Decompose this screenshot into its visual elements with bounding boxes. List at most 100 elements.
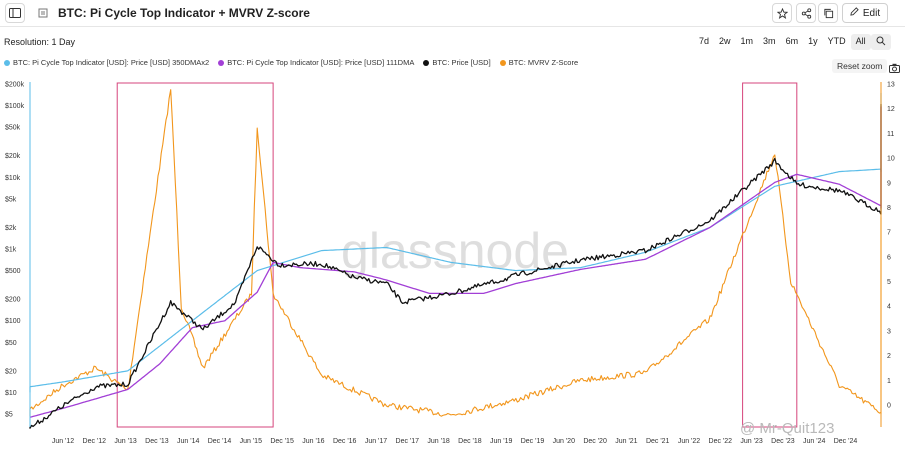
y-right-tick-label: 10 — [887, 156, 895, 163]
x-tick-label: Jun '16 — [302, 438, 324, 445]
y-left-tick-label: $100 — [5, 318, 21, 325]
resolution-select[interactable]: Resolution: 1 Day — [4, 37, 76, 47]
x-tick-label: Jun '15 — [240, 438, 262, 445]
y-left-tick-label: $10k — [5, 175, 21, 182]
x-tick-label: Jun '13 — [114, 438, 136, 445]
x-tick-label: Jun '12 — [52, 438, 74, 445]
legend-dot — [4, 59, 10, 66]
y-left-tick-label: $10 — [5, 390, 17, 397]
y-right-tick-label: 3 — [887, 328, 891, 335]
range-1m[interactable]: 1m — [740, 36, 754, 46]
edit-button[interactable]: Edit — [842, 3, 888, 23]
series-line-111dma — [29, 106, 882, 418]
x-tick-label: Dec '13 — [145, 438, 169, 445]
x-tick-label: Jun '22 — [678, 438, 700, 445]
legend-label: BTC: MVRV Z-Score — [508, 58, 579, 67]
y-right-tick-label: 2 — [887, 353, 891, 360]
y-left-tick-label: $20 — [5, 368, 17, 375]
legend-dot — [423, 59, 430, 66]
x-tick-label: Dec '23 — [771, 438, 795, 445]
sidebar-toggle-icon[interactable] — [5, 3, 25, 23]
pencil-icon — [850, 7, 859, 19]
copy-icon[interactable] — [818, 3, 838, 23]
range-7d[interactable]: 7d — [699, 36, 710, 46]
y-left-tick-label: $2k — [5, 225, 17, 232]
x-tick-label: Dec '18 — [458, 438, 482, 445]
share-icon[interactable] — [796, 3, 816, 23]
highlight-box-2 — [742, 82, 798, 428]
y-left-tick-label: $5k — [5, 196, 17, 203]
favorite-star-icon[interactable] — [772, 3, 792, 23]
reset-zoom-button[interactable]: Reset zoom — [832, 59, 888, 73]
top-bar: BTC: Pi Cycle Top Indicator + MVRV Z-sco… — [0, 0, 905, 27]
legend-item-mvrv[interactable]: BTC: MVRV Z-Score — [499, 58, 579, 67]
chart-legend: BTC: Pi Cycle Top Indicator [USD]: Price… — [4, 58, 578, 67]
x-tick-label: Dec '12 — [83, 438, 107, 445]
zoom-select-icon[interactable] — [870, 34, 891, 50]
legend-item-111dma[interactable]: BTC: Pi Cycle Top Indicator [USD]: Price… — [218, 58, 414, 67]
highlight-box-1 — [116, 82, 274, 428]
legend-label: BTC: Pi Cycle Top Indicator [USD]: Price… — [13, 58, 210, 67]
range-6m[interactable]: 6m — [785, 36, 799, 46]
range-ytd[interactable]: YTD — [827, 36, 846, 46]
x-tick-label: Jun '24 — [803, 438, 825, 445]
x-tick-label: Jun '17 — [365, 438, 387, 445]
x-tick-label: Dec '16 — [333, 438, 357, 445]
y-left-tick-label: $5 — [5, 412, 13, 419]
y-right-tick-label: 0 — [887, 403, 891, 410]
x-tick-label: Dec '22 — [709, 438, 733, 445]
legend-label: BTC: Price [USD] — [432, 58, 491, 67]
y-right-tick-label: 8 — [887, 205, 891, 212]
series-line-mvrv — [29, 89, 882, 417]
y-right-tick-label: 4 — [887, 304, 891, 311]
series-line-price — [29, 103, 882, 429]
x-tick-label: Dec '15 — [270, 438, 294, 445]
y-left-tick-label: $50 — [5, 340, 17, 347]
y-right-tick-label: 7 — [887, 230, 891, 237]
range-3m[interactable]: 3m — [763, 36, 776, 46]
range-selector: 7d 2w 1m 3m 6m 1y YTD All — [694, 34, 891, 50]
x-tick-label: Jun '18 — [427, 438, 449, 445]
range-2w[interactable]: 2w — [719, 36, 731, 46]
range-1y[interactable]: 1y — [808, 36, 818, 46]
star-icon[interactable] — [33, 3, 53, 23]
camera-icon[interactable] — [889, 60, 900, 78]
x-tick-label: Dec '19 — [521, 438, 545, 445]
x-tick-label: Dec '14 — [208, 438, 232, 445]
watermark-user-name: Mr-Quit123 — [759, 420, 835, 437]
edit-label: Edit — [862, 7, 881, 19]
y-right-tick-label: 6 — [887, 254, 891, 261]
legend-label: BTC: Pi Cycle Top Indicator [USD]: Price… — [227, 58, 415, 67]
legend-dot — [499, 59, 506, 66]
y-right-tick-label: 9 — [887, 180, 891, 187]
y-left-tick-label: $20k — [5, 153, 21, 160]
y-left-tick-label: $1k — [5, 247, 17, 254]
legend-item-price[interactable]: BTC: Price [USD] — [423, 58, 491, 67]
y-right-tick-label: 11 — [887, 131, 894, 138]
x-tick-label: Dec '17 — [396, 438, 420, 445]
x-tick-label: Dec '20 — [583, 438, 607, 445]
x-tick-label: Dec '24 — [834, 438, 858, 445]
legend-dot — [218, 59, 225, 66]
series-line-350dma — [29, 93, 882, 393]
legend-item-350dma[interactable]: BTC: Pi Cycle Top Indicator [USD]: Price… — [4, 58, 209, 67]
y-left-tick-label: $500 — [5, 268, 21, 275]
x-tick-label: Jun '23 — [740, 438, 762, 445]
watermark-user: @ Mr-Quit123 — [740, 420, 835, 437]
y-left-tick-label: $200k — [5, 82, 25, 89]
page-title: BTC: Pi Cycle Top Indicator + MVRV Z-sco… — [58, 6, 310, 20]
y-left-tick-label: $50k — [5, 125, 21, 132]
y-left-tick-label: $200 — [5, 297, 21, 304]
x-tick-label: Jun '21 — [615, 438, 637, 445]
x-tick-label: Dec '21 — [646, 438, 670, 445]
range-all[interactable]: All — [850, 34, 871, 50]
y-left-tick-label: $100k — [5, 103, 25, 110]
y-right-tick-label: 1 — [887, 378, 891, 385]
x-tick-label: Jun '20 — [553, 438, 575, 445]
x-tick-label: Jun '14 — [177, 438, 199, 445]
y-right-tick-label: 12 — [887, 106, 895, 113]
x-tick-label: Jun '19 — [490, 438, 512, 445]
y-right-tick-label: 13 — [887, 82, 895, 89]
y-right-tick-label: 5 — [887, 279, 891, 286]
